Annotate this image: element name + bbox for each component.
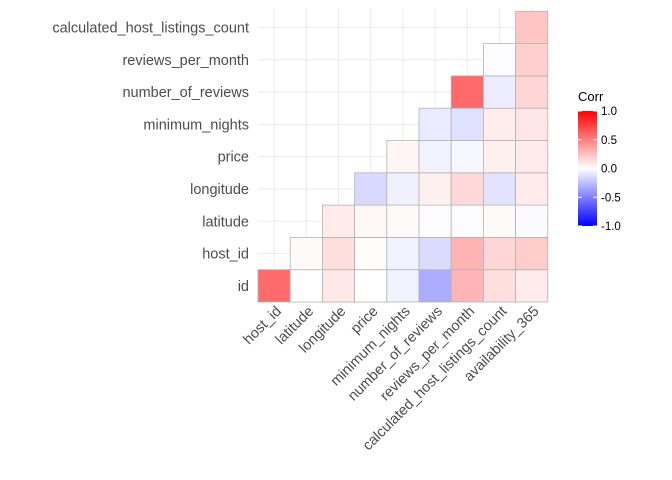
heatmap-cell-calculated_host_listings_count-availability_365	[515, 10, 549, 44]
y-tick-label-host_id: host_id	[202, 247, 249, 263]
legend-tick-label: -0.5	[601, 192, 621, 204]
y-axis-tick-labels: id host_id latitude longitude price minimum_n…	[52, 20, 249, 294]
heatmap-cell-reviews_per_month-availability_365	[515, 43, 549, 77]
heatmap-cell-price-availability_365	[515, 140, 549, 174]
heatmap-cell-minimum_nights-reviews_per_month	[450, 107, 484, 141]
heatmap-cell-longitude-price	[354, 172, 388, 206]
legend-tick-label: 0.5	[601, 135, 617, 147]
legend-colorbar	[578, 111, 597, 226]
heatmap-cell-longitude-number_of_reviews	[418, 172, 452, 206]
heatmap-cell-id-host_id	[257, 269, 291, 303]
heatmap-cell-id-calculated_host_listings_count	[482, 269, 516, 303]
heatmap-cell-id-reviews_per_month	[450, 269, 484, 303]
heatmap-cell-minimum_nights-availability_365	[515, 107, 549, 141]
heatmap-cell-host_id-latitude	[289, 236, 323, 271]
legend-tick-label: 1.0	[601, 106, 617, 118]
heatmap-cell-host_id-calculated_host_listings_count	[482, 236, 516, 271]
y-tick-label-reviews_per_month: reviews_per_month	[122, 53, 249, 69]
legend-tick-label: 0.0	[601, 164, 617, 176]
heatmap-cell-latitude-minimum_nights	[386, 204, 420, 238]
heatmap-cell-price-minimum_nights	[386, 140, 420, 174]
heatmap-cell-price-reviews_per_month	[450, 140, 484, 174]
heatmap-cell-reviews_per_month-calculated_host_listings_count	[482, 43, 516, 77]
heatmap-cell-longitude-availability_365	[515, 172, 549, 206]
heatmap-cell-host_id-minimum_nights	[386, 236, 420, 271]
heatmap-cell-longitude-minimum_nights	[386, 172, 420, 206]
heatmap-cell-latitude-price	[354, 204, 388, 238]
heatmap-cell-longitude-reviews_per_month	[450, 172, 484, 206]
heatmap-cell-minimum_nights-number_of_reviews	[418, 107, 452, 141]
legend-title: Corr	[578, 89, 604, 104]
heatmap-cell-host_id-reviews_per_month	[450, 236, 484, 271]
heatmap-cell-id-availability_365	[515, 269, 549, 303]
y-tick-label-latitude: latitude	[202, 214, 249, 230]
y-tick-label-price: price	[218, 150, 249, 166]
heatmap-cell-latitude-calculated_host_listings_count	[482, 204, 516, 238]
y-tick-label-number_of_reviews: number_of_reviews	[122, 85, 249, 101]
heatmap-cell-id-number_of_reviews	[418, 269, 452, 303]
heatmap-cell-host_id-longitude	[321, 236, 355, 271]
heatmap-cell-latitude-availability_365	[515, 204, 549, 238]
heatmap-cell-host_id-availability_365	[515, 236, 549, 271]
heatmap-cell-longitude-calculated_host_listings_count	[482, 172, 516, 206]
heatmap-cell-host_id-price	[354, 236, 388, 271]
heatmap-cell-number_of_reviews-reviews_per_month	[450, 75, 484, 109]
heatmap-cell-id-minimum_nights	[386, 269, 420, 303]
heatmap-cell-latitude-number_of_reviews	[418, 204, 452, 238]
heatmap-cell-host_id-number_of_reviews	[418, 236, 452, 271]
x-axis-tick-labels: host_idlatitudelongitudepriceminimum_nig…	[241, 304, 543, 454]
color-legend: Corr 1.0 0.5 0.0 -0.5 -1.0	[578, 89, 621, 233]
heatmap-cell-id-price	[354, 269, 388, 303]
heatmap-cell-latitude-reviews_per_month	[450, 204, 484, 238]
y-tick-label-minimum_nights: minimum_nights	[143, 117, 249, 133]
y-tick-label-id: id	[238, 279, 249, 295]
y-tick-label-longitude: longitude	[190, 182, 249, 198]
heatmap-cell-number_of_reviews-calculated_host_listings_count	[482, 75, 516, 109]
heatmap-cell-latitude-longitude	[321, 204, 355, 238]
heatmap-cell-id-longitude	[321, 269, 355, 303]
heatmap-cells	[257, 10, 549, 303]
heatmap-cell-price-number_of_reviews	[418, 140, 452, 174]
y-tick-label-calculated_host_listings_count: calculated_host_listings_count	[52, 20, 249, 36]
heatmap-cell-minimum_nights-calculated_host_listings_count	[482, 107, 516, 141]
heatmap-cell-number_of_reviews-availability_365	[515, 75, 549, 109]
legend-tick-label: -1.0	[601, 221, 621, 233]
heatmap-cell-id-latitude	[289, 269, 323, 303]
heatmap-cell-price-calculated_host_listings_count	[482, 140, 516, 174]
